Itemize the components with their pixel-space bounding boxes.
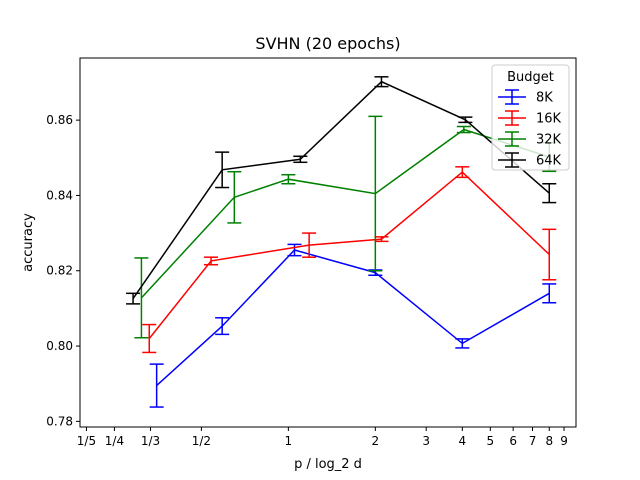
plot-frame — [79, 57, 577, 428]
error-bar — [374, 76, 389, 88]
error-bar — [149, 363, 164, 408]
error-bar — [374, 236, 389, 243]
error-bar — [302, 232, 317, 258]
error-bar — [455, 166, 470, 179]
x-axis: 1/5 1/4 1/3 1/2 1 2 3 4 5 6 7 8 9 — [77, 427, 568, 448]
error-bar — [456, 125, 471, 134]
x-tick-label: 1/3 — [141, 434, 160, 448]
y-axis-label: accuracy — [21, 213, 36, 272]
y-tick-label: 0.80 — [46, 339, 73, 353]
legend-entry-32K: 32K — [498, 131, 562, 148]
error-bar — [458, 116, 473, 124]
legend-label: 8K — [536, 91, 553, 106]
x-tick-label: 5 — [486, 434, 494, 448]
legend-entry-16K: 16K — [498, 110, 562, 127]
error-bar — [281, 173, 296, 185]
legend-label: 64K — [536, 154, 562, 169]
error-bar — [134, 257, 149, 339]
x-tick-label: 1 — [285, 434, 293, 448]
error-bar — [227, 170, 242, 224]
error-bar — [455, 338, 470, 349]
error-bar — [215, 151, 230, 189]
error-bar — [542, 183, 557, 204]
error-bar — [368, 115, 383, 272]
y-tick-label: 0.78 — [46, 414, 73, 428]
series-line — [148, 171, 550, 339]
series-8K — [149, 243, 557, 408]
error-bar — [293, 155, 308, 164]
x-tick-label: 4 — [458, 434, 466, 448]
error-bar — [542, 228, 557, 281]
series-line — [156, 249, 550, 387]
y-tick-label: 0.84 — [46, 188, 73, 202]
x-axis-label: p / log_2 d — [294, 457, 362, 472]
y-axis: 0.78 0.80 0.82 0.84 0.86 — [46, 113, 80, 428]
x-tick-label: 8 — [545, 434, 553, 448]
error-bar — [215, 317, 230, 336]
x-tick-label: 1/4 — [105, 434, 124, 448]
chart-title: SVHN (20 epochs) — [255, 34, 400, 53]
legend-label: 32K — [536, 133, 562, 148]
legend-title: Budget — [507, 70, 554, 85]
series-line — [132, 80, 550, 300]
series-16K — [142, 166, 557, 354]
legend: Budget 8K 16K 32K 64K — [491, 64, 570, 171]
x-tick-label: 6 — [509, 434, 517, 448]
legend-entry-8K: 8K — [498, 89, 553, 106]
legend-entry-64K: 64K — [498, 152, 562, 169]
error-bar — [126, 292, 141, 305]
series-line — [140, 128, 550, 299]
series-64K — [126, 76, 557, 305]
x-tick-label: 3 — [422, 434, 430, 448]
y-tick-label: 0.86 — [46, 113, 73, 127]
x-tick-label: 9 — [560, 434, 568, 448]
error-bar — [142, 323, 157, 354]
x-tick-label: 7 — [529, 434, 537, 448]
x-tick-label: 2 — [372, 434, 380, 448]
x-tick-label: 1/2 — [192, 434, 211, 448]
error-bar — [204, 256, 219, 266]
error-bar — [287, 243, 302, 257]
error-bar — [542, 283, 557, 304]
y-tick-label: 0.82 — [46, 264, 73, 278]
x-tick-label: 1/5 — [77, 434, 96, 448]
series-layer — [126, 76, 557, 408]
series-32K — [134, 115, 557, 339]
legend-label: 16K — [536, 112, 562, 127]
